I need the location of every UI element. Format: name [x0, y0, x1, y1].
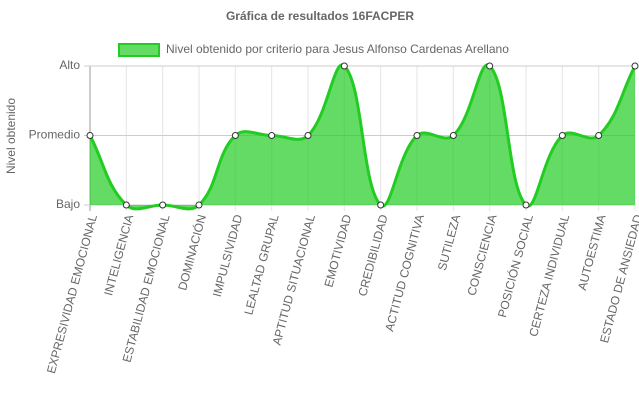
point — [595, 132, 603, 139]
line — [88, 63, 637, 211]
point — [268, 132, 276, 139]
x-tick-label: EXPRESIVIDAD EMOCIONAL — [44, 213, 100, 375]
point — [195, 201, 203, 209]
x-tick-label: CERTEZA INDIVIDUAL — [526, 213, 572, 338]
point — [377, 201, 385, 209]
point — [122, 201, 130, 209]
x-tick-label: DOMINACIÓN — [174, 213, 209, 292]
x-tick-label: AUTOESTIMA — [575, 213, 609, 292]
y-tick-label: Promedio — [29, 128, 81, 142]
legend-label: Nivel obtenido por criterio para Jesus A… — [166, 42, 509, 56]
x-tick-label: SUTILEZA — [435, 213, 463, 272]
point — [86, 132, 94, 139]
point — [340, 62, 348, 70]
point — [558, 132, 566, 139]
x-tick-label: INTELIGENCIA — [101, 213, 136, 297]
y-axis-label: Nivel obtenido — [4, 98, 18, 174]
x-tick-label: IMPULSIVIDAD — [210, 213, 246, 299]
point — [522, 201, 530, 209]
x-tick-label: POSICIÓN SOCIAL — [494, 212, 536, 319]
point — [631, 62, 639, 70]
point — [413, 132, 421, 139]
point — [231, 132, 239, 139]
x-tick-label: CONSCIENCIA — [465, 213, 500, 297]
chart-title: Gráfica de resultados 16FACPER — [226, 9, 414, 23]
point — [486, 62, 494, 70]
x-tick-label: EMOTIVIDAD — [321, 213, 354, 289]
y-tick-label: Bajo — [56, 197, 80, 211]
x-tick-label: ACTITUD COGNITIVA — [382, 213, 427, 333]
y-tick-label: Alto — [59, 58, 80, 72]
point — [449, 132, 457, 139]
legend-swatch — [118, 43, 160, 57]
point — [159, 201, 167, 209]
x-tick-label: CREDIBILIDAD — [355, 213, 390, 298]
point — [304, 132, 312, 139]
x-tick-label: LEALTAD GRUPAL — [241, 213, 281, 317]
